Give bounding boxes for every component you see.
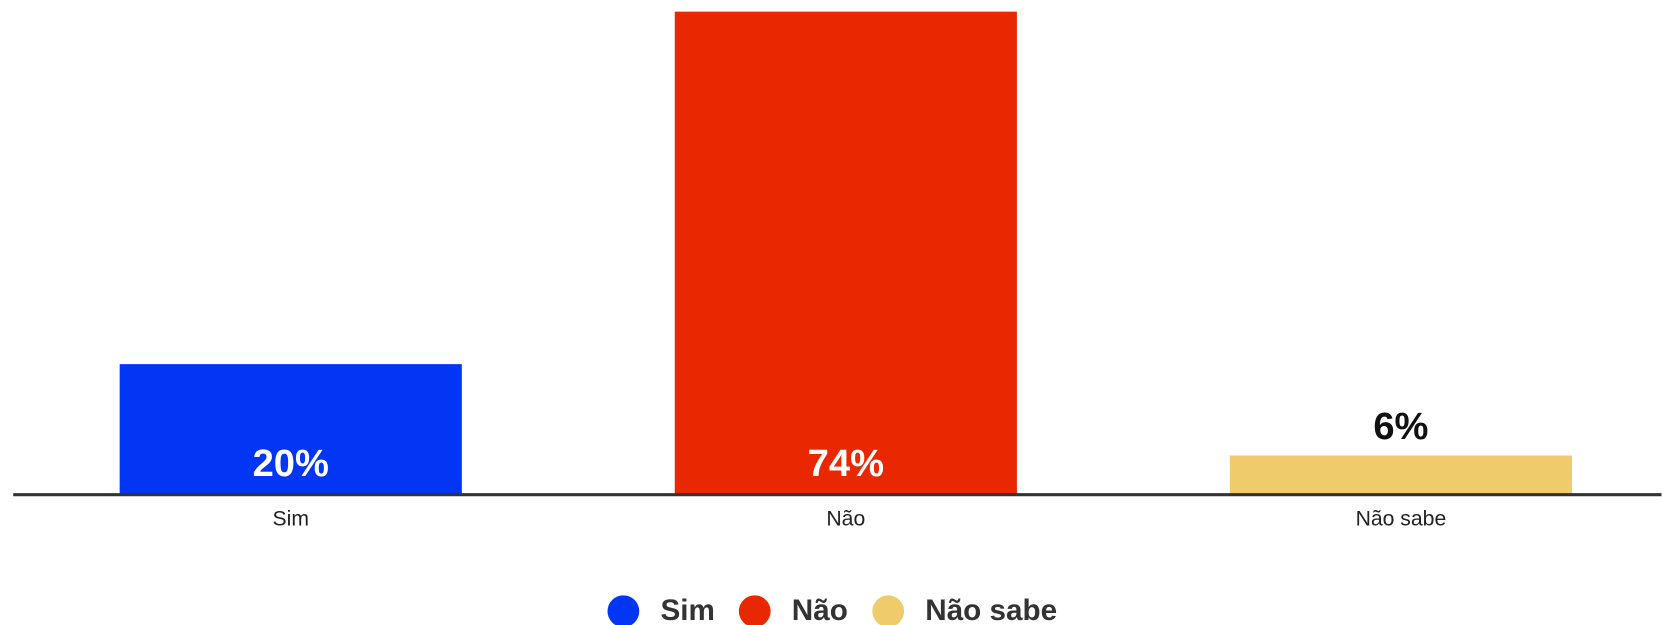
bar: [1229, 455, 1572, 495]
legend-label: Não: [792, 594, 848, 625]
legend-swatch: [872, 595, 905, 625]
legend-swatch: [738, 595, 771, 625]
legend-label: Sim: [660, 594, 714, 625]
bar: [119, 364, 462, 495]
value-label: 20%: [253, 442, 329, 485]
x-tick-label: Sim: [273, 508, 309, 531]
x-tick-label: Não: [826, 508, 865, 531]
bar: [674, 11, 1017, 495]
legend-swatch: [607, 595, 640, 625]
legend-label: Não sabe: [925, 594, 1057, 625]
value-label: 6%: [1373, 405, 1428, 448]
value-label: 74%: [808, 442, 884, 485]
x-tick-label: Não sabe: [1356, 508, 1447, 531]
